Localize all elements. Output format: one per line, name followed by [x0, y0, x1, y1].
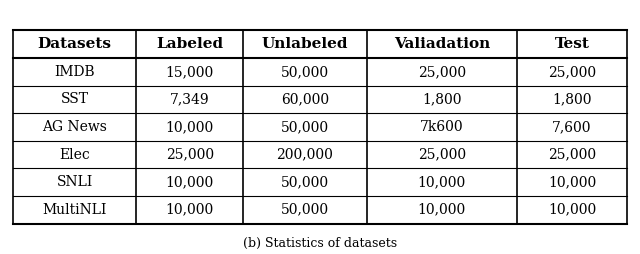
Text: AG News: AG News — [42, 120, 107, 134]
Text: Valiadation: Valiadation — [394, 37, 490, 51]
Text: 10,000: 10,000 — [548, 175, 596, 189]
Text: 10,000: 10,000 — [166, 175, 214, 189]
Text: 10,000: 10,000 — [166, 203, 214, 217]
Text: SNLI: SNLI — [56, 175, 93, 189]
Text: 7k600: 7k600 — [420, 120, 464, 134]
Text: Unlabeled: Unlabeled — [262, 37, 348, 51]
Text: 10,000: 10,000 — [166, 120, 214, 134]
Text: 50,000: 50,000 — [281, 175, 329, 189]
Text: 10,000: 10,000 — [418, 175, 466, 189]
Text: 10,000: 10,000 — [418, 203, 466, 217]
Text: 25,000: 25,000 — [548, 148, 596, 162]
Text: Labeled: Labeled — [156, 37, 223, 51]
Text: 50,000: 50,000 — [281, 203, 329, 217]
Text: Elec: Elec — [59, 148, 90, 162]
Text: 7,349: 7,349 — [170, 92, 209, 106]
Text: 200,000: 200,000 — [276, 148, 333, 162]
Text: 15,000: 15,000 — [166, 65, 214, 79]
Text: MultiNLI: MultiNLI — [42, 203, 107, 217]
Text: 25,000: 25,000 — [418, 65, 466, 79]
Text: SST: SST — [61, 92, 88, 106]
Text: 25,000: 25,000 — [418, 148, 466, 162]
Text: IMDB: IMDB — [54, 65, 95, 79]
Text: 10,000: 10,000 — [548, 203, 596, 217]
Text: Test: Test — [555, 37, 589, 51]
Text: 25,000: 25,000 — [166, 148, 214, 162]
Text: 25,000: 25,000 — [548, 65, 596, 79]
Text: 50,000: 50,000 — [281, 65, 329, 79]
Text: (b) Statistics of datasets: (b) Statistics of datasets — [243, 237, 397, 250]
Text: 60,000: 60,000 — [281, 92, 329, 106]
Text: 1,800: 1,800 — [552, 92, 592, 106]
Text: 50,000: 50,000 — [281, 120, 329, 134]
Text: 1,800: 1,800 — [422, 92, 461, 106]
Text: 7,600: 7,600 — [552, 120, 592, 134]
Text: Datasets: Datasets — [38, 37, 111, 51]
